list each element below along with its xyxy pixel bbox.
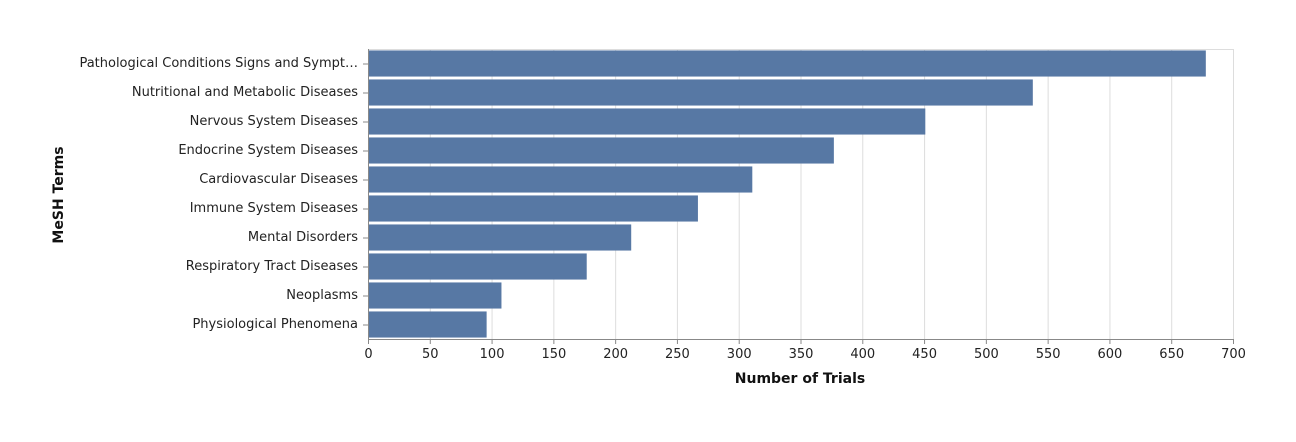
y-tick-label: Endocrine System Diseases <box>178 143 358 158</box>
y-tick-label: Neoplasms <box>286 288 358 303</box>
x-tick-label: 50 <box>422 347 439 362</box>
x-tick-label: 100 <box>480 347 505 362</box>
bar <box>368 253 587 280</box>
x-tick-label: 250 <box>665 347 690 362</box>
bar <box>368 137 834 164</box>
bar <box>368 282 502 309</box>
x-tick-label: 200 <box>603 347 628 362</box>
y-tick-label: Respiratory Tract Diseases <box>186 259 358 274</box>
y-tick-label: Immune System Diseases <box>190 201 359 216</box>
x-tick-label: 650 <box>1159 347 1184 362</box>
y-tick-label: Cardiovascular Diseases <box>199 172 358 187</box>
x-tick-label: 700 <box>1221 347 1246 362</box>
bar <box>368 311 487 338</box>
x-tick-label: 450 <box>912 347 937 362</box>
x-tick-label: 400 <box>850 347 875 362</box>
x-tick-label: 150 <box>541 347 566 362</box>
x-tick-label: 300 <box>727 347 752 362</box>
x-axis-title: Number of Trials <box>735 371 865 387</box>
axes: Pathological Conditions Signs and Sympt…… <box>79 49 1246 362</box>
bar <box>368 224 632 251</box>
x-tick-label: 500 <box>974 347 999 362</box>
x-tick-label: 350 <box>789 347 814 362</box>
y-axis-title: MeSH Terms <box>51 146 67 243</box>
x-tick-label: 550 <box>1036 347 1061 362</box>
y-tick-label: Physiological Phenomena <box>192 317 358 332</box>
bar <box>368 166 753 193</box>
y-tick-label: Pathological Conditions Signs and Sympt… <box>79 56 358 71</box>
y-tick-label: Mental Disorders <box>248 230 358 245</box>
y-tick-label: Nervous System Diseases <box>190 114 359 129</box>
x-tick-label: 0 <box>364 347 372 362</box>
bars <box>368 50 1206 338</box>
bar <box>368 195 698 222</box>
bar <box>368 108 926 135</box>
bar <box>368 50 1206 77</box>
x-tick-label: 600 <box>1098 347 1123 362</box>
y-tick-label: Nutritional and Metabolic Diseases <box>132 85 358 100</box>
bar <box>368 79 1033 106</box>
